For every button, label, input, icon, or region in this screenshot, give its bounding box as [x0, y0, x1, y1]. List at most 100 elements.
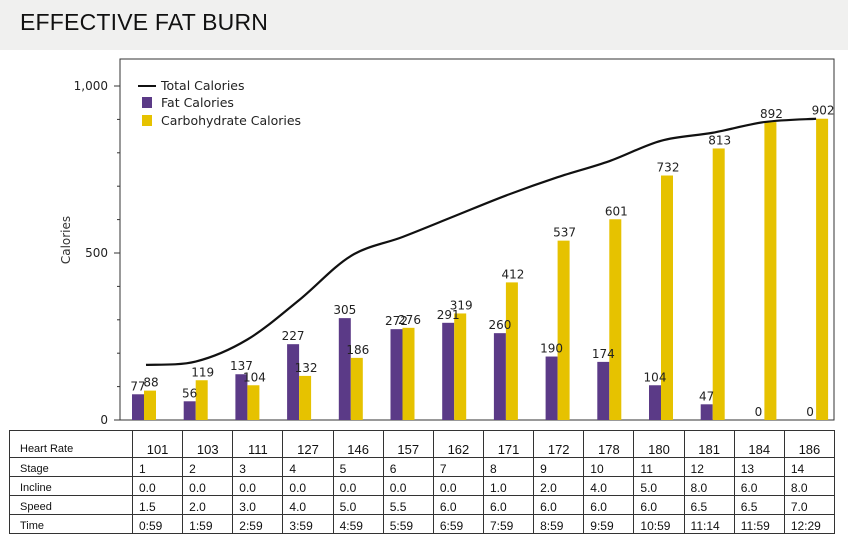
table-cell: 3 — [232, 457, 284, 477]
y-axis: 0 500 1,000 — [74, 79, 120, 427]
table-cell: 0.0 — [131, 476, 184, 496]
fat-bar — [132, 394, 144, 420]
fat-bar — [545, 356, 558, 420]
table-cell: 5.0 — [633, 476, 685, 496]
table-cell: 1 — [131, 457, 184, 477]
table-row-label: Time — [9, 514, 133, 534]
table-cell: 4 — [282, 457, 334, 477]
table-cell: 103 — [182, 430, 234, 458]
table-cell: 2.0 — [533, 476, 585, 496]
carb-value-label: 186 — [346, 343, 369, 357]
carb-value-label: 119 — [191, 365, 214, 379]
table-row: Time 0:59 1:59 2:59 3:59 4:59 5:59 6:59 7:59 8:59… — [9, 514, 836, 534]
table-cell: 172 — [533, 430, 585, 458]
fat-value-label: 227 — [282, 329, 305, 343]
table-row-label: Heart Rate — [9, 430, 133, 458]
carb-value-label: 104 — [243, 370, 266, 384]
carb-value-label: 537 — [553, 226, 576, 240]
table-row: Speed 1.5 2.0 3.0 4.0 5.0 5.5 6.0 6.0 6.0 6.0 6.0 6.… — [9, 495, 836, 515]
fat-value-label: 0 — [755, 405, 763, 419]
table-cell: 8.0 — [783, 476, 836, 496]
carb-bar — [609, 219, 622, 420]
table-cell: 0.0 — [432, 476, 484, 496]
fat-bar — [338, 318, 351, 420]
table-cell: 9 — [533, 457, 585, 477]
table-cell: 4.0 — [583, 476, 635, 496]
table-cell: 7 — [432, 457, 484, 477]
table-row: Heart Rate 101 103 111 127 146 157 162 171 172 178… — [9, 430, 836, 458]
table-cell: 0:59 — [131, 514, 184, 534]
table-cell: 6:59 — [432, 514, 484, 534]
table-cell: 11:14 — [683, 514, 735, 534]
fat-value-label: 137 — [230, 359, 253, 373]
table-cell: 162 — [432, 430, 484, 458]
table-cell: 101 — [131, 430, 184, 458]
carb-bar — [505, 282, 518, 420]
legend-label: Total Calories — [160, 78, 245, 93]
table-row-label: Speed — [9, 495, 133, 515]
table-cell: 8:59 — [533, 514, 585, 534]
y-axis-label: Calories — [59, 216, 73, 264]
table-cell: 0.0 — [182, 476, 234, 496]
total-calories-line — [145, 117, 817, 366]
table-cell: 6.0 — [432, 495, 484, 515]
table-cell: 7:59 — [482, 514, 535, 534]
table-cell: 178 — [583, 430, 635, 458]
table-cell: 6.0 — [533, 495, 585, 515]
table-cell: 6.0 — [733, 476, 785, 496]
fat-bar — [287, 344, 300, 420]
table-cell: 146 — [332, 430, 384, 458]
table-cell: 1.5 — [131, 495, 184, 515]
table-cell: 127 — [282, 430, 334, 458]
fat-value-label: 47 — [699, 389, 714, 403]
carb-value-label: 319 — [450, 298, 473, 312]
fat-value-label: 77 — [130, 379, 145, 393]
table-cell: 6.0 — [633, 495, 685, 515]
fat-bar — [597, 361, 610, 420]
carb-value-label: 601 — [605, 204, 628, 218]
table-cell: 14 — [783, 457, 836, 477]
table-cell: 111 — [232, 430, 284, 458]
table-cell: 9:59 — [583, 514, 635, 534]
table-row: Stage 1 2 3 4 5 6 7 8 9 10 11 12 13 14 — [9, 457, 836, 477]
table-cell: 11:59 — [733, 514, 785, 534]
legend-label: Carbohydrate Calories — [161, 113, 301, 128]
carb-value-label: 902 — [812, 104, 835, 118]
table-cell: 2.0 — [182, 495, 234, 515]
table-cell: 12 — [683, 457, 735, 477]
table-cell: 5:59 — [382, 514, 434, 534]
fat-bar — [235, 374, 248, 420]
table-cell: 4.0 — [282, 495, 334, 515]
table-cell: 0.0 — [332, 476, 384, 496]
table-cell: 5 — [332, 457, 384, 477]
table-cell: 12:29 — [783, 514, 836, 534]
table-cell: 171 — [482, 430, 535, 458]
carb-bar — [661, 175, 673, 420]
table-cell: 8.0 — [683, 476, 735, 496]
table-cell: 180 — [633, 430, 685, 458]
fat-value-label: 104 — [644, 370, 667, 384]
table-cell: 7.0 — [783, 495, 836, 515]
y-tick-label: 1,000 — [74, 79, 108, 93]
table-cell: 186 — [783, 430, 836, 458]
carb-value-label: 132 — [295, 361, 318, 375]
table-cell: 1.0 — [482, 476, 535, 496]
table-cell: 0.0 — [282, 476, 334, 496]
fat-value-label: 260 — [488, 318, 511, 332]
workout-table: Heart Rate 101 103 111 127 146 1 5 7 162 171 172 178… — [9, 430, 836, 534]
table-cell: 5.5 — [382, 495, 434, 515]
legend-carb-swatch — [142, 115, 152, 126]
table-cell: 2 — [182, 457, 234, 477]
table-cell: 184 — [733, 430, 785, 458]
fat-bar — [183, 401, 196, 420]
table-row-label: Incline — [9, 476, 133, 496]
fat-bar — [649, 385, 661, 420]
legend-label: Fat Calories — [161, 95, 234, 110]
table-cell: 1:59 — [182, 514, 234, 534]
fat-value-label: 0 — [806, 405, 814, 419]
table-cell: 13 — [733, 457, 785, 477]
carb-bar — [557, 240, 570, 420]
table-cell: 6.0 — [482, 495, 535, 515]
